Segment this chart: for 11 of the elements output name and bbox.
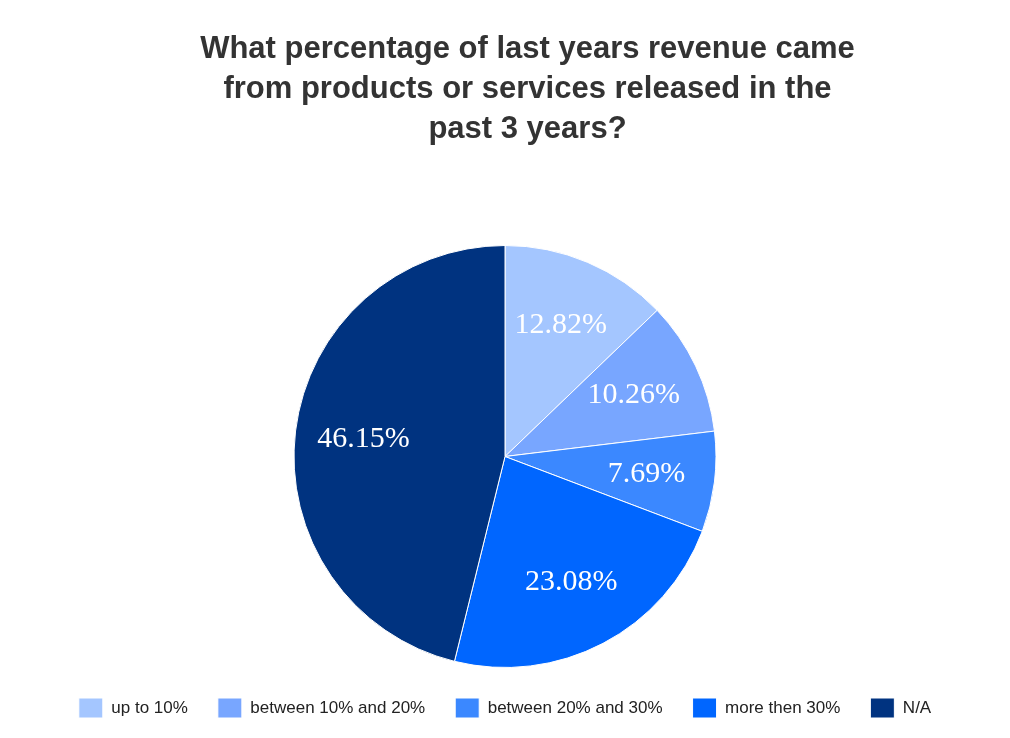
data-label: 7.69% [607, 454, 686, 488]
legend-label: between 20% and 30% [487, 697, 663, 717]
legend-label: more then 30% [725, 697, 841, 717]
legend-label: up to 10% [111, 697, 188, 717]
data-label: 10.26% [587, 376, 680, 410]
data-label: 23.08% [524, 563, 618, 597]
legend-label: N/A [902, 697, 932, 717]
chart-title: What percentage of last years revenue came from products or services released in the past 3 years? [200, 29, 855, 147]
data-label: 46.15% [317, 420, 410, 454]
legend-label: between 10% and 20% [250, 697, 426, 717]
data-label: 12.82% [514, 306, 608, 340]
